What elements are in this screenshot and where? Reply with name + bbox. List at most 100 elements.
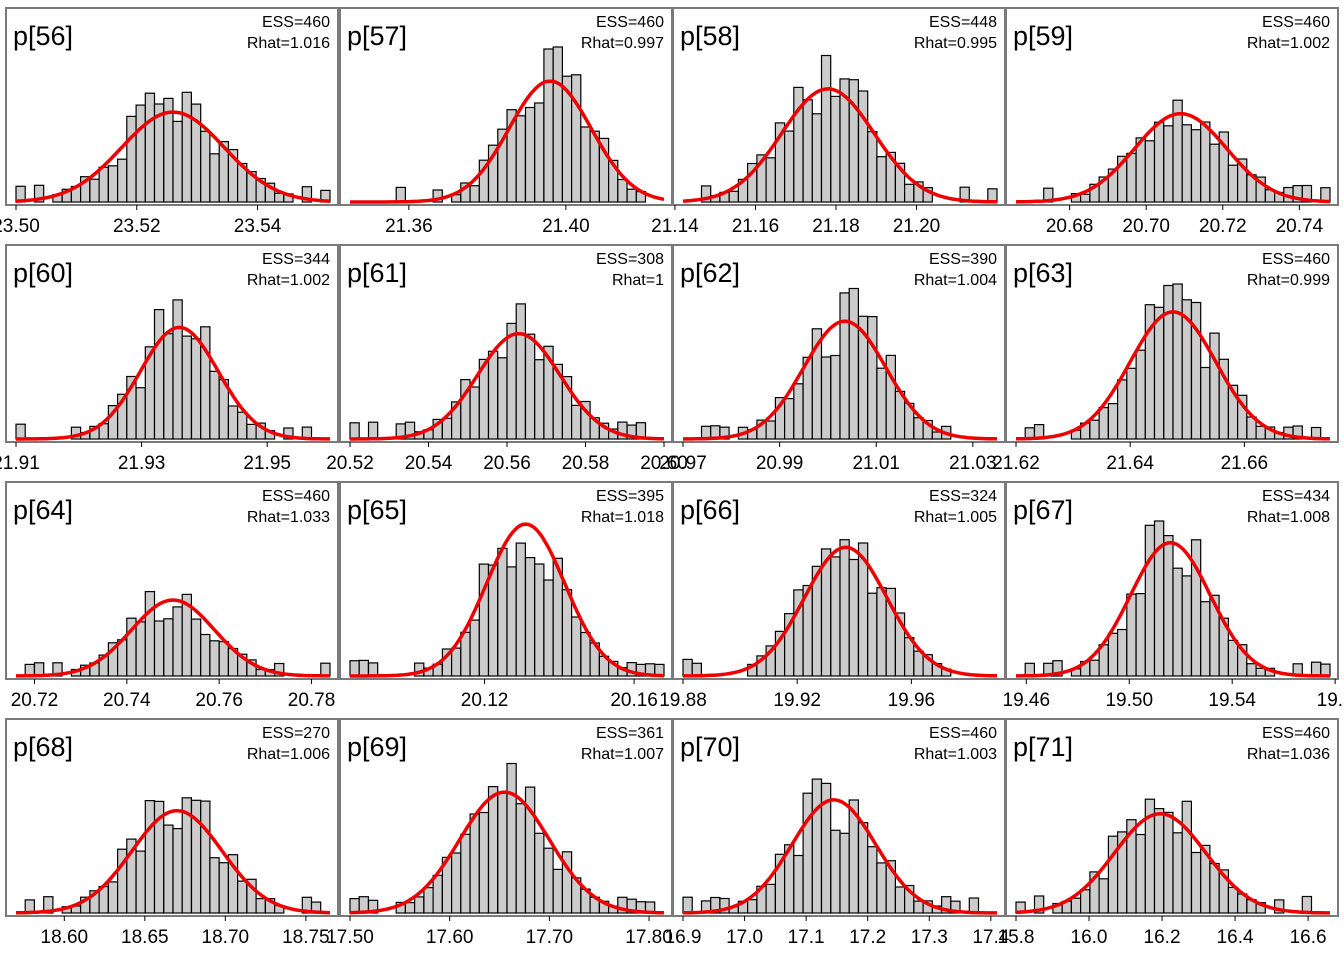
histogram-bar [719, 897, 730, 914]
histogram-bar [1227, 639, 1239, 677]
histogram-bar [1098, 407, 1109, 440]
histogram-bar [1089, 419, 1100, 440]
histogram-bar [218, 640, 229, 677]
density-curve [682, 87, 998, 204]
histogram-bar [227, 405, 239, 440]
histogram-bar [163, 618, 174, 677]
histogram-bar [524, 556, 536, 677]
histogram-panel: p[65] ESS=395 Rhat=1.018 20.12 20.16 [339, 481, 673, 711]
histogram-bar [1153, 807, 1165, 914]
histogram-panel: p[71] ESS=460 Rhat=1.036 15.8 16.0 16.2 16.4 16… [998, 718, 1339, 948]
x-tick-label: 18.65 [121, 927, 169, 948]
histogram-panel: p[66] ESS=324 Rhat=1.005 19.88 19.92 19.96 [659, 481, 1006, 711]
panel-frame [5, 244, 339, 443]
histogram-bar [487, 785, 499, 914]
histogram-bar [1172, 283, 1183, 440]
histogram-bar [469, 619, 480, 677]
histogram-bar [1209, 332, 1220, 440]
panel-title: p[63] [1013, 258, 1073, 288]
histogram-bar [98, 166, 109, 203]
histogram-bar [728, 190, 740, 203]
ess-label: ESS=460 [1262, 725, 1330, 742]
histogram-bar [534, 563, 545, 677]
histogram-bar [1144, 140, 1156, 203]
panel-title: p[59] [1013, 21, 1073, 51]
histogram-bar [1190, 851, 1202, 914]
panel-title: p[65] [347, 495, 407, 525]
x-tick-label: 16.9 [665, 927, 702, 948]
x-tick-label: 20.54 [405, 453, 453, 474]
histogram-bar [404, 901, 416, 914]
x-tick-label: 17.2 [849, 927, 886, 948]
density-curve [350, 522, 665, 678]
panel-title: p[69] [347, 732, 407, 762]
histogram-bar [1172, 567, 1183, 677]
x-tick-label: 21.95 [243, 453, 291, 474]
x-tick-label: 17.70 [526, 927, 574, 948]
panel-title: p[62] [680, 258, 740, 288]
histogram-bar [469, 386, 480, 440]
x-tick-label: 20.58 [562, 453, 610, 474]
ess-label: ESS=460 [1262, 14, 1330, 31]
histogram-bar [1172, 832, 1183, 914]
histogram-bar [1070, 897, 1082, 914]
density-curve [1016, 540, 1331, 678]
x-tick-label: 16.0 [1071, 927, 1108, 948]
histogram-bar [524, 106, 536, 203]
histogram-panel: p[63] ESS=460 Rhat=0.999 21.62 21.64 21.66 [992, 244, 1339, 474]
histogram-bar [552, 46, 564, 203]
histogram-bar [1209, 143, 1220, 203]
ess-label: ESS=448 [929, 14, 997, 31]
histogram-bar [200, 130, 211, 203]
histogram-bar [264, 182, 276, 203]
x-tick-label: 20.56 [483, 453, 531, 474]
histogram-bar [534, 102, 545, 203]
histogram-bar [200, 633, 211, 677]
histogram-bar [478, 811, 490, 914]
histogram-bar [1052, 660, 1063, 677]
histogram-bar [534, 832, 545, 914]
x-tick-label: 21.14 [651, 216, 699, 237]
x-tick-label: 17.0 [726, 927, 763, 948]
rhat-label: Rhat=1 [612, 272, 664, 289]
histogram-panel: p[58] ESS=448 Rhat=0.995 21.14 21.16 21.18 21.… [651, 7, 1006, 237]
histogram-bar [506, 322, 517, 440]
histogram-bar [580, 631, 591, 677]
histogram-bar [144, 799, 156, 914]
histogram-bar [922, 419, 933, 440]
histogram-bar [524, 333, 536, 440]
histogram-bar [802, 792, 813, 914]
histogram-bar [1163, 811, 1174, 914]
histogram-bar [700, 185, 712, 203]
histogram-bar [570, 404, 582, 440]
x-tick-label: 17.3 [911, 927, 948, 948]
histogram-bar [1135, 592, 1146, 677]
histogram-bar [617, 178, 628, 203]
x-tick-label: 21.16 [732, 216, 780, 237]
histogram-bar [246, 659, 257, 677]
histogram-bar [237, 880, 248, 914]
histogram-panel: p[59] ESS=460 Rhat=1.002 20.68 20.70 20.72 20.… [1005, 7, 1339, 237]
histogram-bar [367, 662, 379, 677]
histogram-bar [765, 420, 776, 440]
x-tick-label: 19.46 [1003, 690, 1051, 711]
histogram-bar [349, 422, 360, 440]
histogram-bar [1107, 632, 1119, 677]
histogram-bar [487, 564, 499, 677]
histogram-bar [1107, 835, 1119, 914]
histogram-bar [451, 647, 462, 677]
histogram-bar [190, 618, 202, 677]
density-curve [683, 798, 997, 915]
histogram-bar [1144, 524, 1156, 677]
x-tick-label: 17.80 [625, 927, 673, 948]
histogram-bar [876, 862, 887, 914]
x-tick-label: 20.68 [1046, 216, 1094, 237]
histogram-bar [1107, 403, 1119, 440]
histogram-bar [848, 79, 860, 203]
density-curve [15, 110, 331, 203]
histogram-bar [497, 792, 508, 914]
histogram-bar [570, 74, 582, 203]
histogram-bar [320, 662, 331, 677]
rhat-label: Rhat=1.008 [1247, 509, 1330, 526]
histogram-bar [423, 886, 434, 914]
